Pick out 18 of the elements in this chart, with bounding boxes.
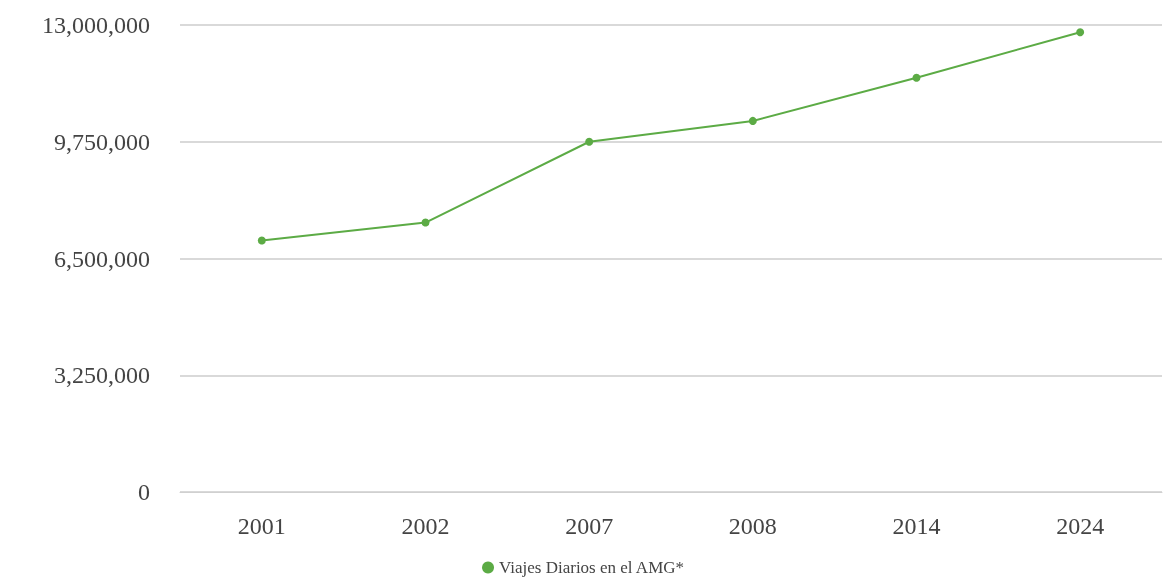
legend-label: Viajes Diarios en el AMG* xyxy=(499,558,685,577)
x-tick-label: 2001 xyxy=(237,513,286,539)
x-tick-label: 2014 xyxy=(892,513,941,539)
y-tick-label: 0 xyxy=(138,479,150,505)
y-tick-label: 9,750,000 xyxy=(54,128,150,155)
y-tick-label: 13,000,000 xyxy=(42,12,150,38)
y-tick-label: 6,500,000 xyxy=(54,245,150,272)
x-tick-label: 2008 xyxy=(728,513,777,539)
x-tick-label: 2002 xyxy=(401,513,450,539)
point xyxy=(421,218,430,227)
point xyxy=(912,73,921,82)
y-tick-label: 3,250,000 xyxy=(54,362,150,389)
x-tick-label: 2007 xyxy=(565,513,614,539)
x-tick-label: 2024 xyxy=(1056,513,1105,539)
point xyxy=(585,137,594,146)
point xyxy=(1076,28,1085,37)
point xyxy=(748,116,757,125)
point xyxy=(257,236,266,245)
